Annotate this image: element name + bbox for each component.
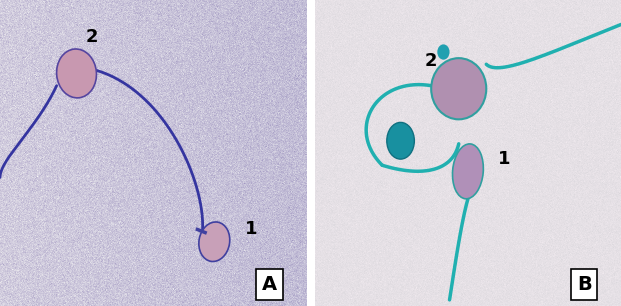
Text: B: B [577, 275, 592, 294]
Ellipse shape [453, 144, 483, 199]
Ellipse shape [57, 49, 96, 98]
Ellipse shape [387, 122, 414, 159]
Text: 1: 1 [499, 150, 511, 168]
Text: 1: 1 [245, 221, 257, 238]
Text: A: A [262, 275, 277, 294]
Ellipse shape [431, 58, 486, 119]
Ellipse shape [437, 44, 450, 60]
Text: 2: 2 [425, 52, 437, 70]
Text: 2: 2 [86, 28, 98, 46]
Ellipse shape [199, 222, 230, 262]
